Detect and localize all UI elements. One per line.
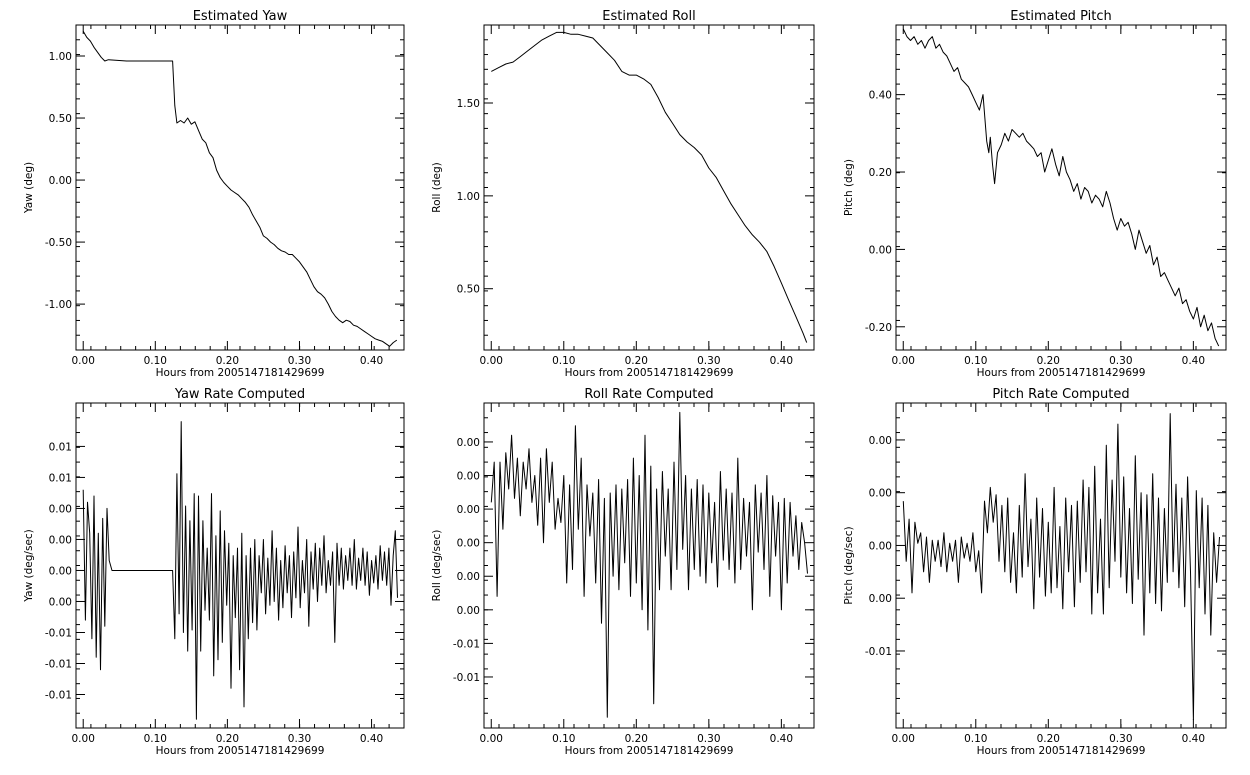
x-tick-label: 0.40 bbox=[360, 733, 383, 745]
y-axis-label: Roll (deg) bbox=[431, 162, 443, 212]
x-tick-label: 0.20 bbox=[625, 355, 648, 367]
chart-title: Roll Rate Computed bbox=[584, 387, 713, 402]
x-tick-label: 0.40 bbox=[360, 355, 383, 367]
chart-panel-1: 0.00 0.10 0.20 0.30 0.40 1.50 1.00 0.50 Estimate… bbox=[431, 9, 815, 379]
x-tick-label: 0.30 bbox=[288, 355, 311, 367]
chart-title: Estimated Yaw bbox=[193, 9, 288, 24]
y-tick-label: 1.00 bbox=[49, 51, 72, 63]
plot-frame bbox=[895, 24, 1227, 351]
chart-panel-0: 0.00 0.10 0.20 0.30 0.40 1.00 0.50 0.00 -0.50 -1.… bbox=[23, 9, 405, 379]
x-tick-label: 0.10 bbox=[144, 733, 167, 745]
series-line-0 bbox=[490, 411, 808, 718]
x-tick-label: 0.30 bbox=[697, 355, 720, 367]
series-line-0 bbox=[82, 30, 398, 347]
y-tick-label: 0.00 bbox=[457, 605, 480, 617]
y-tick-label: 0.00 bbox=[869, 244, 892, 256]
x-tick-label: 0.00 bbox=[480, 733, 503, 745]
x-tick-label: 0.10 bbox=[964, 733, 987, 745]
y-axis-label: Yaw (deg) bbox=[23, 162, 35, 214]
y-tick-label: -0.01 bbox=[45, 627, 72, 639]
x-tick-label: 0.30 bbox=[1109, 355, 1132, 367]
x-tick-label: 0.20 bbox=[216, 355, 239, 367]
x-tick-label: 0.40 bbox=[1182, 355, 1205, 367]
y-tick-label: 0.00 bbox=[49, 534, 72, 546]
y-tick-label: 1.00 bbox=[457, 191, 480, 203]
x-axis-label: Hours from 2005147181429699 bbox=[565, 745, 734, 757]
y-tick-label: 0.00 bbox=[457, 504, 480, 516]
x-tick-label: 0.20 bbox=[1037, 355, 1060, 367]
x-tick-label: 0.00 bbox=[72, 355, 95, 367]
x-axis-label: Hours from 2005147181429699 bbox=[565, 367, 734, 379]
y-tick-label: -0.01 bbox=[453, 638, 480, 650]
series-line-0 bbox=[902, 413, 1220, 721]
x-tick-label: 0.40 bbox=[770, 733, 793, 745]
x-tick-label: 0.00 bbox=[892, 355, 915, 367]
y-tick-label: 1.50 bbox=[457, 98, 480, 110]
x-tick-label: 0.30 bbox=[1109, 733, 1132, 745]
x-axis-label: Hours from 2005147181429699 bbox=[156, 367, 325, 379]
x-tick-label: 0.00 bbox=[72, 733, 95, 745]
plot-frame bbox=[75, 24, 405, 351]
y-tick-label: -1.00 bbox=[45, 299, 72, 311]
y-tick-label: 0.01 bbox=[49, 441, 72, 453]
x-axis-label: Hours from 2005147181429699 bbox=[977, 367, 1146, 379]
x-tick-label: 0.10 bbox=[144, 355, 167, 367]
chart-panel-2: 0.00 0.10 0.20 0.30 0.40 0.40 0.20 0.00 -0.20 Est… bbox=[843, 9, 1227, 379]
x-tick-label: 0.10 bbox=[964, 355, 987, 367]
y-tick-label: 0.00 bbox=[869, 540, 892, 552]
x-tick-label: 0.10 bbox=[552, 355, 575, 367]
x-tick-label: 0.20 bbox=[216, 733, 239, 745]
y-axis-label: Yaw (deg/sec) bbox=[23, 529, 35, 603]
y-tick-label: 0.00 bbox=[457, 437, 480, 449]
series-line-0 bbox=[82, 421, 398, 720]
chart-panel-3: 0.00 0.10 0.20 0.30 0.40 0.01 0.01 0.00 0.00 0.00… bbox=[23, 387, 405, 757]
y-tick-label: 0.40 bbox=[869, 90, 892, 102]
x-axis-label: Hours from 2005147181429699 bbox=[977, 745, 1146, 757]
x-tick-label: 0.10 bbox=[552, 733, 575, 745]
y-tick-label: -0.01 bbox=[865, 646, 892, 658]
y-tick-label: 0.00 bbox=[457, 538, 480, 550]
y-tick-label: 0.00 bbox=[49, 503, 72, 515]
y-tick-label: 0.00 bbox=[457, 571, 480, 583]
chart-title: Pitch Rate Computed bbox=[992, 387, 1129, 402]
y-tick-label: 0.00 bbox=[49, 565, 72, 577]
x-tick-label: 0.00 bbox=[892, 733, 915, 745]
chart-panel-5: 0.00 0.10 0.20 0.30 0.40 0.00 0.00 0.00 0.00 -0.0… bbox=[843, 387, 1227, 757]
y-tick-label: 0.50 bbox=[457, 284, 480, 296]
chart-title: Estimated Roll bbox=[602, 9, 695, 24]
y-tick-label: -0.01 bbox=[453, 672, 480, 684]
y-tick-label: 0.00 bbox=[49, 175, 72, 187]
y-tick-label: -0.20 bbox=[865, 322, 892, 334]
y-tick-label: -0.01 bbox=[45, 658, 72, 670]
y-tick-label: 0.00 bbox=[457, 471, 480, 483]
y-axis-label: Pitch (deg/sec) bbox=[843, 526, 855, 604]
series-line-0 bbox=[902, 28, 1220, 347]
y-tick-label: 0.01 bbox=[49, 472, 72, 484]
y-tick-label: 0.00 bbox=[869, 435, 892, 447]
y-tick-label: 0.00 bbox=[869, 593, 892, 605]
series-line-0 bbox=[491, 31, 808, 343]
y-tick-label: 0.00 bbox=[869, 488, 892, 500]
x-tick-label: 0.30 bbox=[697, 733, 720, 745]
x-tick-label: 0.20 bbox=[1037, 733, 1060, 745]
chart-title: Yaw Rate Computed bbox=[174, 387, 305, 402]
x-tick-label: 0.00 bbox=[480, 355, 503, 367]
y-tick-label: 0.20 bbox=[869, 167, 892, 179]
y-tick-label: -0.01 bbox=[45, 690, 72, 702]
plot-frame bbox=[483, 24, 815, 351]
x-axis-label: Hours from 2005147181429699 bbox=[156, 745, 325, 757]
x-tick-label: 0.30 bbox=[288, 733, 311, 745]
y-tick-label: -0.50 bbox=[45, 237, 72, 249]
chart-panel-4: 0.00 0.10 0.20 0.30 0.40 0.00 0.00 0.00 0.00 0.00… bbox=[431, 387, 815, 757]
y-axis-label: Pitch (deg) bbox=[843, 159, 855, 216]
chart-title: Estimated Pitch bbox=[1010, 9, 1111, 24]
y-axis-label: Roll (deg/sec) bbox=[431, 530, 443, 602]
x-tick-label: 0.40 bbox=[1182, 733, 1205, 745]
y-tick-label: 0.50 bbox=[49, 113, 72, 125]
x-tick-label: 0.20 bbox=[625, 733, 648, 745]
plot-frame bbox=[75, 402, 405, 729]
x-tick-label: 0.40 bbox=[770, 355, 793, 367]
y-tick-label: 0.00 bbox=[49, 596, 72, 608]
